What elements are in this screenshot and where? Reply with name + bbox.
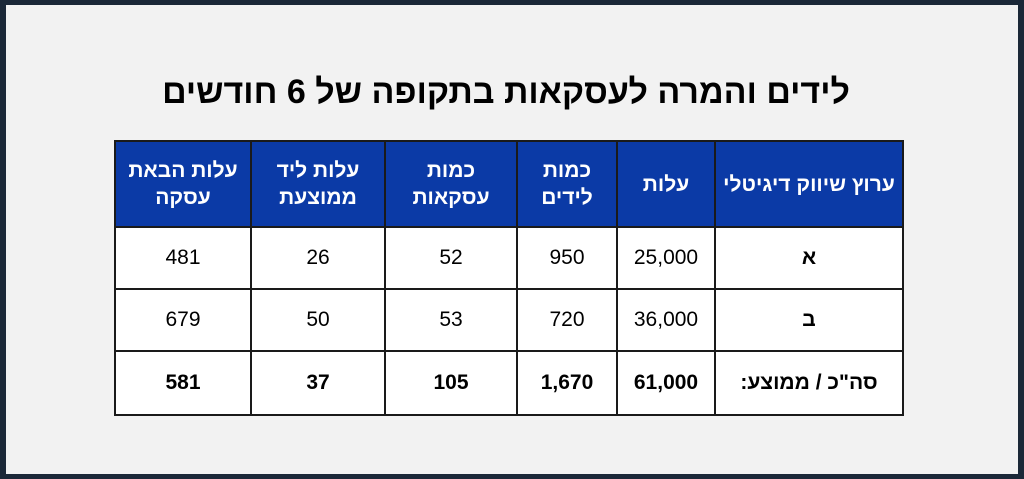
header-deals: כמות עסקאות bbox=[384, 140, 518, 228]
table-row: א 25,000 950 52 26 481 bbox=[114, 226, 904, 290]
header-cost-per-deal: עלות הבאת עסקה bbox=[114, 140, 252, 228]
cell-channel: א bbox=[714, 226, 904, 290]
cell-cost-per-deal: 481 bbox=[114, 226, 252, 290]
cell-cost: 25,000 bbox=[616, 226, 716, 290]
header-leads: כמות לידים bbox=[516, 140, 618, 228]
total-label: סה"כ / ממוצע: bbox=[714, 350, 904, 416]
total-leads: 1,670 bbox=[516, 350, 618, 416]
avg-cost-per-lead: 37 bbox=[250, 350, 386, 416]
cell-cost-per-deal: 679 bbox=[114, 288, 252, 352]
cell-leads: 720 bbox=[516, 288, 618, 352]
table-header-row: ערוץ שיווק דיגיטלי עלות כמות לידים כמות … bbox=[114, 140, 904, 228]
cell-deals: 53 bbox=[384, 288, 518, 352]
header-channel: ערוץ שיווק דיגיטלי bbox=[714, 140, 904, 228]
page-title: לידים והמרה לעסקאות בתקופה של 6 חודשים bbox=[162, 73, 850, 111]
cell-channel: ב bbox=[714, 288, 904, 352]
data-table: ערוץ שיווק דיגיטלי עלות כמות לידים כמות … bbox=[114, 140, 904, 416]
table-row: ב 36,000 720 53 50 679 bbox=[114, 288, 904, 352]
header-cost-per-lead: עלות ליד ממוצעת bbox=[250, 140, 386, 228]
cell-leads: 950 bbox=[516, 226, 618, 290]
cell-cost: 36,000 bbox=[616, 288, 716, 352]
total-deals: 105 bbox=[384, 350, 518, 416]
cell-deals: 52 bbox=[384, 226, 518, 290]
table-total-row: סה"כ / ממוצע: 61,000 1,670 105 37 581 bbox=[114, 350, 904, 416]
total-cost: 61,000 bbox=[616, 350, 716, 416]
cell-cost-per-lead: 50 bbox=[250, 288, 386, 352]
avg-cost-per-deal: 581 bbox=[114, 350, 252, 416]
header-cost: עלות bbox=[616, 140, 716, 228]
cell-cost-per-lead: 26 bbox=[250, 226, 386, 290]
